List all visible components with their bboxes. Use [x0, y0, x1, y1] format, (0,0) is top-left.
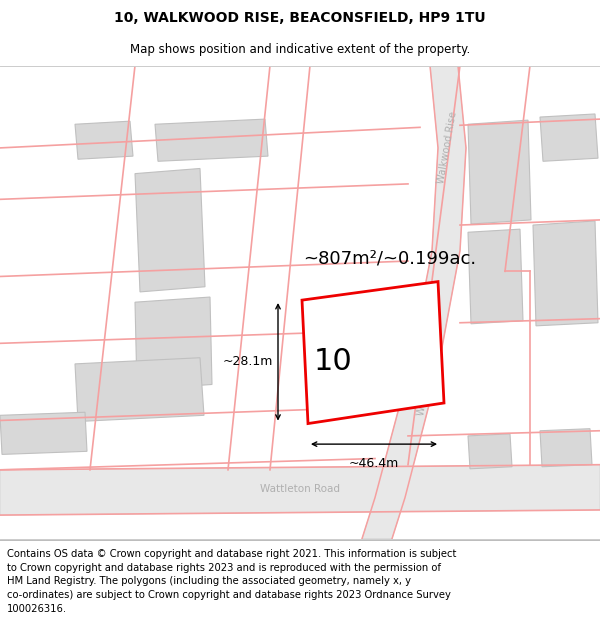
Polygon shape: [540, 114, 598, 161]
Text: Walkwood Rise: Walkwood Rise: [416, 342, 438, 416]
Polygon shape: [75, 357, 204, 421]
Polygon shape: [468, 434, 512, 469]
Polygon shape: [468, 120, 531, 224]
Polygon shape: [135, 297, 212, 389]
Polygon shape: [533, 221, 598, 326]
Text: ~46.4m: ~46.4m: [349, 458, 399, 471]
Polygon shape: [312, 296, 417, 397]
Polygon shape: [135, 169, 205, 292]
Text: 10, WALKWOOD RISE, BEACONSFIELD, HP9 1TU: 10, WALKWOOD RISE, BEACONSFIELD, HP9 1TU: [114, 11, 486, 26]
Text: Map shows position and indicative extent of the property.: Map shows position and indicative extent…: [130, 42, 470, 56]
Polygon shape: [155, 119, 268, 161]
Polygon shape: [302, 282, 444, 424]
Polygon shape: [0, 412, 87, 454]
Text: Walkwood Rise: Walkwood Rise: [436, 111, 458, 185]
Text: Wattleton Road: Wattleton Road: [260, 484, 340, 494]
Polygon shape: [540, 429, 592, 467]
Text: ~807m²/~0.199ac.: ~807m²/~0.199ac.: [304, 249, 476, 268]
Text: ~28.1m: ~28.1m: [223, 356, 273, 368]
Polygon shape: [362, 66, 466, 539]
Polygon shape: [0, 465, 600, 515]
Polygon shape: [0, 66, 600, 539]
Polygon shape: [468, 229, 523, 324]
Polygon shape: [75, 121, 133, 159]
Text: 10: 10: [314, 348, 352, 376]
Text: Contains OS data © Crown copyright and database right 2021. This information is : Contains OS data © Crown copyright and d…: [7, 549, 457, 614]
